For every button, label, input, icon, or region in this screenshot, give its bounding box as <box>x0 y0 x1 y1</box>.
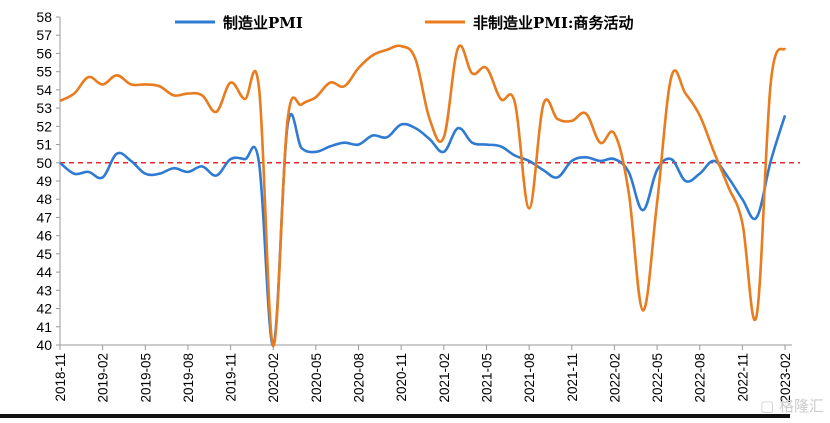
y-tick-label: 43 <box>36 282 52 298</box>
watermark-logo: ▢ 格隆汇 <box>760 397 824 415</box>
x-tick-label: 2021-02 <box>437 353 452 403</box>
y-tick-label: 47 <box>36 209 52 225</box>
x-tick-label: 2022-02 <box>607 353 622 403</box>
y-tick-label: 42 <box>36 301 52 317</box>
x-tick-label: 2020-11 <box>394 353 409 402</box>
y-tick-label: 58 <box>36 9 52 25</box>
y-tick-label: 49 <box>36 173 52 189</box>
y-tick-label: 56 <box>36 45 52 61</box>
y-tick-label: 52 <box>36 118 52 134</box>
x-tick-label: 2020-02 <box>266 353 281 403</box>
y-tick-label: 46 <box>36 228 52 244</box>
legend-label: 非制造业PMI:商务活动 <box>473 14 633 32</box>
legend-label: 制造业PMI <box>223 14 303 32</box>
x-tick-label: 2022-05 <box>650 353 665 403</box>
y-tick-label: 53 <box>36 100 52 116</box>
y-tick-label: 54 <box>36 82 52 98</box>
x-tick-label: 2021-08 <box>522 353 537 403</box>
y-tick-label: 50 <box>36 155 52 171</box>
x-tick-label: 2018-11 <box>53 353 68 402</box>
bottom-border <box>0 414 790 418</box>
x-tick-label: 2020-05 <box>309 353 324 403</box>
x-tick-label: 2020-08 <box>352 353 367 403</box>
x-tick-label: 2019-11 <box>224 353 239 402</box>
y-tick-label: 55 <box>36 64 52 80</box>
series-line-non-manufacturing-pmi <box>59 44 787 348</box>
series-line-manufacturing-pmi <box>59 113 787 348</box>
y-tick-label: 40 <box>36 337 52 353</box>
x-tick-label: 2021-11 <box>565 353 580 402</box>
x-tick-label: 2023-02 <box>778 353 793 403</box>
x-tick-label: 2019-05 <box>138 353 153 403</box>
y-tick-label: 48 <box>36 191 52 207</box>
y-tick-label: 51 <box>36 137 52 153</box>
y-tick-label: 41 <box>36 319 52 335</box>
x-tick-label: 2019-08 <box>181 353 196 403</box>
x-tick-label: 2022-08 <box>693 353 708 403</box>
y-tick-label: 57 <box>36 27 52 43</box>
y-tick-label: 44 <box>36 264 52 280</box>
x-tick-label: 2022-11 <box>735 353 750 402</box>
x-tick-label: 2021-05 <box>479 353 494 403</box>
x-tick-label: 2019-02 <box>96 353 111 403</box>
y-tick-label: 45 <box>36 246 52 262</box>
